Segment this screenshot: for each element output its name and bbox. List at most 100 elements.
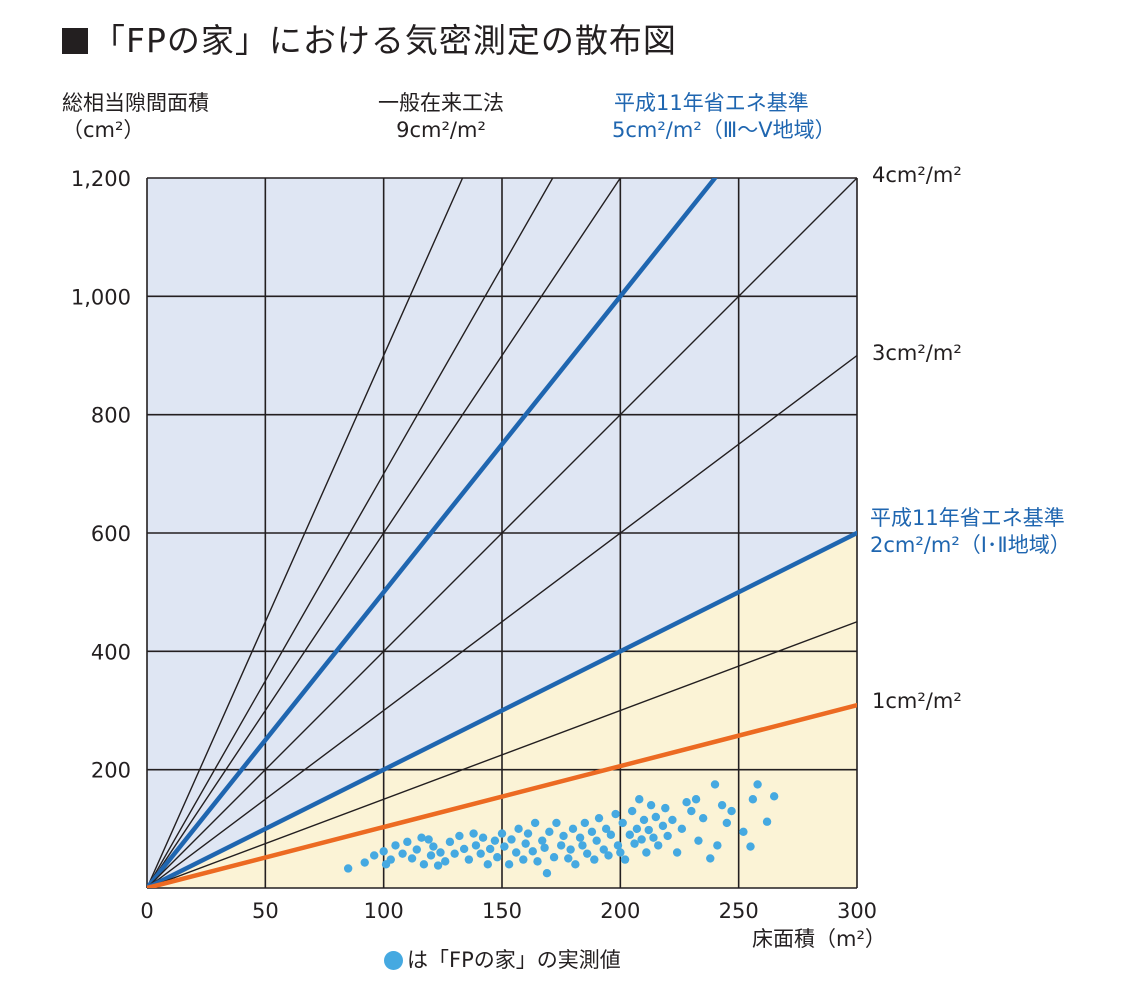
data-point bbox=[507, 835, 516, 844]
data-point bbox=[441, 857, 450, 866]
data-point bbox=[694, 836, 703, 845]
data-point bbox=[606, 830, 616, 839]
data-point bbox=[545, 827, 554, 836]
data-point bbox=[386, 855, 395, 864]
data-point bbox=[556, 841, 566, 850]
data-point bbox=[433, 861, 443, 870]
data-point bbox=[391, 841, 400, 850]
ref-label-9: 一般在来工法 9cm²/m² bbox=[378, 90, 504, 145]
data-point bbox=[625, 830, 634, 839]
data-point bbox=[528, 847, 537, 856]
data-point bbox=[677, 824, 687, 834]
data-point bbox=[620, 855, 630, 864]
data-point bbox=[445, 837, 455, 847]
data-point bbox=[483, 860, 492, 869]
data-point bbox=[739, 827, 748, 836]
data-point bbox=[476, 849, 485, 858]
reference-line-7 bbox=[147, 178, 554, 888]
data-point bbox=[530, 818, 540, 828]
data-point bbox=[632, 824, 642, 834]
data-point bbox=[663, 831, 672, 841]
x-tick-label: 100 bbox=[364, 899, 404, 923]
ref-label-3: 3cm²/m² bbox=[872, 341, 962, 365]
data-point bbox=[412, 845, 421, 854]
data-point bbox=[748, 795, 758, 804]
data-point bbox=[580, 818, 590, 828]
legend-label: は「FPの家」の実測値 bbox=[407, 948, 621, 972]
chart-title: 「FPの家」における気密測定の散布図 bbox=[62, 14, 677, 62]
ref-label-5: 平成11年省エネ基準 5cm²/m²（Ⅲ～Ⅴ地域） bbox=[612, 90, 836, 145]
data-point bbox=[407, 854, 417, 863]
data-point bbox=[769, 792, 779, 801]
data-point bbox=[599, 845, 608, 854]
data-point bbox=[682, 798, 691, 807]
data-point bbox=[654, 841, 663, 850]
data-point bbox=[533, 857, 542, 866]
x-tick-label: 250 bbox=[719, 899, 759, 923]
data-point bbox=[403, 837, 412, 847]
data-point bbox=[519, 855, 528, 864]
ref-label-2-line2: 2cm²/m²（Ⅰ･Ⅱ地域） bbox=[870, 533, 1071, 558]
x-tick-label: 200 bbox=[600, 899, 640, 923]
y-tick-label: 400 bbox=[91, 640, 131, 664]
data-point bbox=[426, 851, 436, 860]
data-point bbox=[722, 818, 732, 828]
data-point bbox=[649, 833, 658, 842]
data-point bbox=[611, 809, 620, 819]
data-point bbox=[668, 815, 677, 825]
data-point bbox=[613, 841, 623, 850]
y-axis-title-unit: （cm²） bbox=[62, 118, 145, 143]
reference-line-4 bbox=[147, 178, 857, 888]
data-point bbox=[717, 800, 727, 810]
y-tick-label: 600 bbox=[91, 522, 131, 546]
ref-label-9-line2: 9cm²/m² bbox=[396, 118, 486, 143]
data-point bbox=[500, 842, 509, 851]
data-point bbox=[419, 860, 429, 869]
data-point bbox=[637, 835, 646, 844]
x-axis-title: 床面積（m²） bbox=[752, 927, 886, 951]
data-point bbox=[343, 864, 353, 873]
y-axis-title: 総相当隙間面積 （cm²） bbox=[62, 90, 209, 145]
data-point bbox=[379, 847, 388, 856]
data-point bbox=[540, 843, 549, 852]
data-point bbox=[469, 829, 478, 838]
data-point bbox=[571, 860, 580, 869]
ref-label-1: 1cm²/m² bbox=[872, 689, 962, 713]
ref-label-2: 平成11年省エネ基準 2cm²/m²（Ⅰ･Ⅱ地域） bbox=[870, 505, 1071, 560]
data-point bbox=[687, 806, 696, 816]
data-point bbox=[706, 854, 715, 863]
data-point bbox=[464, 855, 474, 864]
data-point bbox=[512, 848, 521, 857]
data-point bbox=[549, 853, 559, 862]
y-tick-label: 200 bbox=[91, 759, 131, 783]
data-point bbox=[698, 813, 708, 823]
data-point bbox=[566, 845, 575, 854]
data-point bbox=[661, 803, 670, 813]
y-tick-label: 1,000 bbox=[71, 285, 131, 309]
y-axis-title-line1: 総相当隙間面積 bbox=[62, 91, 209, 115]
data-point bbox=[542, 869, 552, 878]
data-point bbox=[627, 806, 637, 816]
data-point bbox=[450, 849, 459, 858]
data-point bbox=[429, 842, 438, 851]
data-point bbox=[424, 835, 433, 844]
data-point bbox=[564, 854, 573, 863]
data-point bbox=[672, 848, 682, 857]
data-point bbox=[658, 821, 668, 831]
data-point bbox=[485, 844, 495, 854]
data-point bbox=[523, 829, 533, 838]
data-point bbox=[490, 836, 500, 845]
reference-line-1-5 bbox=[147, 621, 857, 888]
data-point bbox=[471, 841, 481, 850]
reference-line-2 bbox=[147, 530, 857, 888]
square-bullet-icon bbox=[62, 28, 88, 54]
data-point bbox=[578, 841, 587, 850]
x-tick-label: 0 bbox=[140, 899, 153, 923]
data-point bbox=[514, 824, 523, 834]
legend-dot-icon bbox=[384, 951, 403, 970]
data-point bbox=[644, 825, 653, 835]
ref-label-9-line1: 一般在来工法 bbox=[378, 91, 504, 115]
data-point bbox=[417, 833, 426, 842]
data-point bbox=[497, 829, 507, 838]
